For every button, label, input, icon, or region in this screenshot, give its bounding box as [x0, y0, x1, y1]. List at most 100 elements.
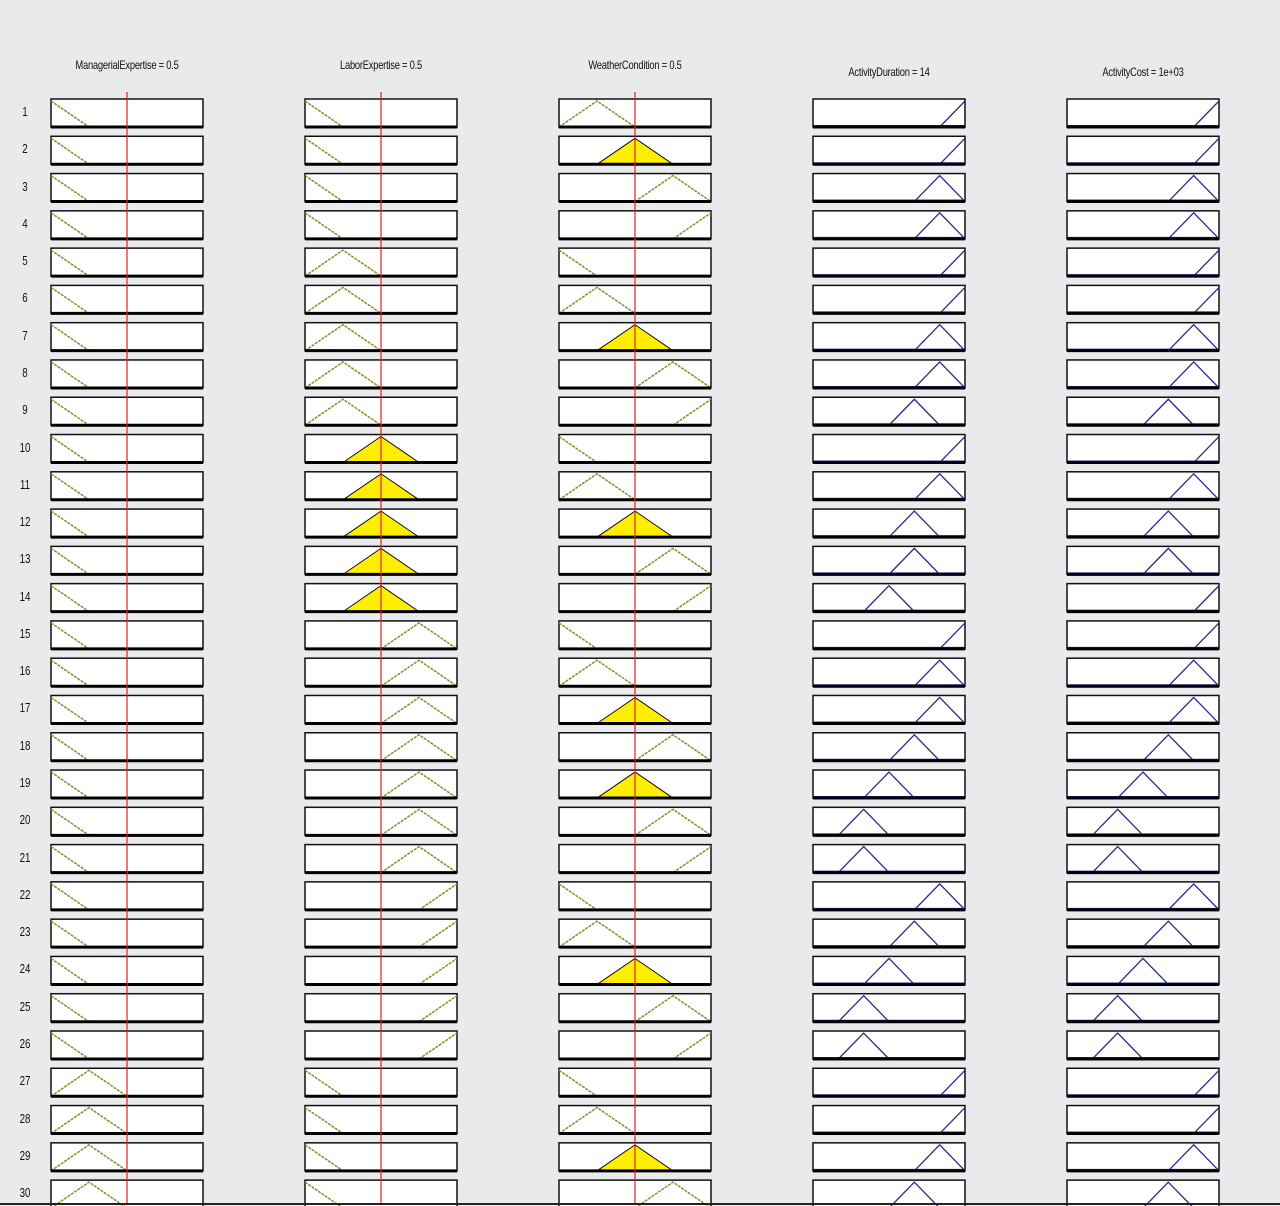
output-mf-line: [888, 398, 941, 426]
output-mf-line: [1193, 436, 1220, 463]
rule-6-box-4: [1066, 284, 1220, 315]
rule-10-box-3: [812, 433, 966, 464]
rule-6-box-3: [812, 284, 966, 315]
rule-number[interactable]: 17: [19, 700, 31, 716]
output-mf-line: [1142, 733, 1195, 762]
input-mf-line: [50, 696, 90, 725]
output-mf-line: [1142, 920, 1195, 948]
input-mf-line: [50, 808, 90, 836]
rule-number[interactable]: 7: [22, 327, 28, 343]
rule-number[interactable]: 29: [19, 1147, 31, 1163]
output-mf-line: [913, 211, 966, 240]
rule-27-box-3: [812, 1067, 966, 1098]
rule-29-box-4: [1066, 1142, 1220, 1172]
input-mf-line: [304, 1106, 344, 1135]
output-mf-line: [888, 547, 941, 575]
output-mf-line: [1193, 1107, 1220, 1135]
rule-number[interactable]: 18: [19, 737, 31, 753]
output-mf-line: [837, 1032, 890, 1060]
rule-number[interactable]: 6: [22, 290, 28, 306]
rule-number[interactable]: 25: [19, 998, 31, 1014]
rule-9-box-4: [1066, 396, 1220, 426]
rule-number[interactable]: 16: [19, 663, 31, 679]
output-mf-line: [1091, 1032, 1144, 1060]
rule-number[interactable]: 15: [19, 625, 31, 641]
input-mf-line: [418, 1032, 458, 1060]
input-mf-line: [50, 734, 90, 762]
rule-12-box-4: [1066, 508, 1220, 538]
output-mf-line: [1193, 286, 1220, 314]
output-mf-line: [1144, 1181, 1193, 1206]
rule-number[interactable]: 30: [19, 1185, 31, 1201]
rule-8-box-4: [1066, 359, 1220, 389]
output-mf-line: [1167, 361, 1220, 389]
output-mf-line: [939, 622, 966, 650]
input-mf-line: [50, 249, 90, 277]
input-mf-line: [304, 1144, 344, 1172]
input-mf-line: [418, 995, 458, 1023]
rule-12-box-3: [812, 508, 966, 538]
rule-number[interactable]: 1: [22, 104, 28, 119]
rule-number[interactable]: 20: [19, 812, 31, 828]
input-mf-line: [50, 622, 90, 650]
rule-18-box-3: [812, 732, 966, 762]
rule-number[interactable]: 27: [19, 1073, 31, 1089]
input-mf-line: [50, 771, 90, 799]
output-mf-line: [1091, 994, 1144, 1023]
input-mf-line: [380, 845, 458, 874]
rule-number[interactable]: 28: [19, 1110, 31, 1126]
output-mf-line: [1167, 1143, 1220, 1172]
output-mf-line: [1193, 1069, 1220, 1097]
rule-number[interactable]: 12: [19, 514, 31, 530]
rule-number[interactable]: 2: [22, 141, 28, 157]
input-mf-line: [50, 1032, 90, 1060]
rule-28-box-4: [1066, 1104, 1220, 1135]
input-mf-line: [418, 957, 458, 986]
rule-number[interactable]: 9: [22, 402, 28, 418]
input-mf-line: [304, 212, 344, 240]
rule-number[interactable]: 5: [22, 253, 28, 269]
output-mf-line: [1142, 510, 1195, 538]
input-mf-line: [418, 920, 458, 948]
input-mf-line: [50, 100, 90, 128]
rule-3-box-4: [1066, 172, 1220, 203]
output-mf-line: [913, 472, 966, 501]
input-mf-line: [50, 286, 90, 315]
rule-number[interactable]: 13: [19, 551, 31, 567]
rule-21-box-4: [1066, 843, 1220, 874]
rule-number[interactable]: 14: [19, 588, 31, 604]
output-mf-line: [939, 1107, 966, 1135]
rule-7-box-4: [1066, 321, 1220, 352]
rule-number[interactable]: 24: [19, 961, 31, 977]
output-mf-line: [913, 659, 966, 687]
rule-number[interactable]: 26: [19, 1036, 31, 1051]
rule-number[interactable]: 4: [22, 215, 28, 231]
input-mf-line: [50, 957, 90, 986]
rule-number[interactable]: 22: [19, 886, 31, 902]
rule-number[interactable]: 19: [19, 775, 31, 791]
output-mf-line: [863, 584, 915, 613]
header-output-4: ActivityCost = 1e+03: [1102, 65, 1184, 79]
input-mf-line: [558, 435, 598, 464]
output-mf-line: [863, 771, 915, 799]
rule-number[interactable]: 11: [19, 476, 31, 492]
rule-number[interactable]: 21: [19, 849, 31, 865]
rule-25-box-3: [812, 992, 966, 1023]
input-mf-line: [50, 361, 90, 389]
output-mf-line: [1117, 957, 1169, 985]
output-mf-line: [1091, 845, 1144, 874]
rule-number[interactable]: 23: [19, 924, 31, 940]
input-mf-line: [50, 473, 90, 501]
input-mf-line: [50, 659, 90, 687]
input-mf-line: [50, 174, 90, 203]
input-mf-line: [304, 100, 344, 128]
input-mf-line: [304, 361, 382, 389]
rule-number[interactable]: 8: [22, 364, 28, 380]
output-mf-line: [837, 808, 890, 836]
rule-number[interactable]: 3: [22, 178, 28, 194]
output-mf-line: [863, 957, 915, 985]
rule-25-box-4: [1066, 992, 1220, 1023]
rule-26-box-3: [812, 1030, 966, 1060]
output-mf-line: [1167, 323, 1220, 352]
rule-number[interactable]: 10: [19, 439, 31, 455]
